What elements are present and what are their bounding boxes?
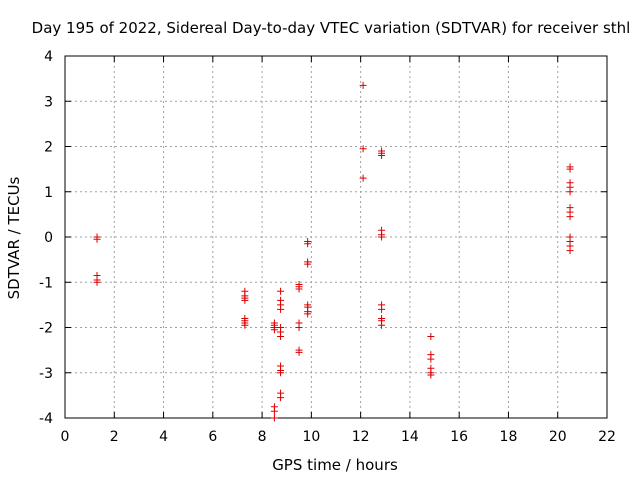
data-point bbox=[270, 414, 278, 422]
x-tick-label: 16 bbox=[450, 429, 468, 445]
data-point bbox=[277, 305, 285, 313]
data-point bbox=[304, 260, 312, 268]
data-point bbox=[277, 394, 285, 402]
x-tick-label: 4 bbox=[159, 429, 168, 445]
x-tick-label: 0 bbox=[61, 429, 70, 445]
y-tick-label: -1 bbox=[39, 275, 53, 291]
data-point bbox=[295, 285, 303, 293]
data-point bbox=[359, 81, 367, 89]
data-point bbox=[566, 188, 574, 196]
y-tick-label: 4 bbox=[44, 49, 53, 65]
x-tick-label: 2 bbox=[110, 429, 119, 445]
data-point bbox=[295, 324, 303, 331]
data-point bbox=[427, 333, 435, 341]
data-point bbox=[277, 287, 285, 295]
x-tick-label: 18 bbox=[500, 429, 518, 445]
x-axis-title: GPS time / hours bbox=[272, 456, 398, 474]
y-tick-label: -3 bbox=[39, 366, 53, 382]
data-point bbox=[378, 152, 386, 160]
data-point bbox=[359, 174, 367, 182]
y-tick-label: 2 bbox=[44, 140, 53, 156]
x-tick-label: 14 bbox=[401, 429, 419, 445]
data-point bbox=[93, 278, 101, 286]
data-point bbox=[270, 326, 278, 334]
data-point bbox=[378, 321, 386, 329]
data-point bbox=[304, 310, 312, 318]
y-tick-label: -4 bbox=[39, 411, 53, 427]
data-point bbox=[566, 213, 574, 221]
x-tick-label: 10 bbox=[302, 429, 320, 445]
chart-title: Day 195 of 2022, Sidereal Day-to-day VTE… bbox=[32, 19, 631, 37]
data-point bbox=[270, 407, 278, 415]
x-tick-label: 6 bbox=[208, 429, 217, 445]
data-point bbox=[277, 369, 285, 377]
data-point bbox=[378, 233, 386, 241]
data-point bbox=[566, 247, 574, 255]
y-tick-label: 1 bbox=[44, 185, 53, 201]
y-tick-label: -2 bbox=[39, 321, 53, 337]
data-point bbox=[241, 296, 249, 304]
data-point bbox=[427, 371, 435, 379]
data-point bbox=[277, 333, 285, 341]
data-point bbox=[295, 348, 303, 356]
y-tick-labels: -4 -3 -2 -1 0 1 2 3 4 bbox=[39, 49, 53, 427]
data-point bbox=[304, 240, 312, 248]
x-tick-label: 8 bbox=[258, 429, 267, 445]
x-tick-label: 20 bbox=[549, 429, 567, 445]
data-points bbox=[93, 81, 574, 422]
data-point bbox=[378, 305, 386, 313]
axis-ticks bbox=[64, 55, 608, 419]
grid bbox=[65, 56, 607, 418]
y-tick-label: 3 bbox=[44, 94, 53, 110]
data-point bbox=[359, 145, 367, 153]
y-axis-title: SDTVAR / TECUs bbox=[5, 176, 23, 299]
y-tick-label: 0 bbox=[44, 230, 53, 246]
x-tick-label: 22 bbox=[598, 429, 616, 445]
x-tick-labels: 0 2 4 6 8 10 12 14 16 18 20 22 bbox=[61, 429, 616, 445]
data-point bbox=[566, 165, 574, 173]
data-point bbox=[427, 355, 435, 363]
data-point bbox=[93, 235, 101, 243]
x-tick-label: 12 bbox=[352, 429, 370, 445]
data-point bbox=[241, 321, 249, 329]
